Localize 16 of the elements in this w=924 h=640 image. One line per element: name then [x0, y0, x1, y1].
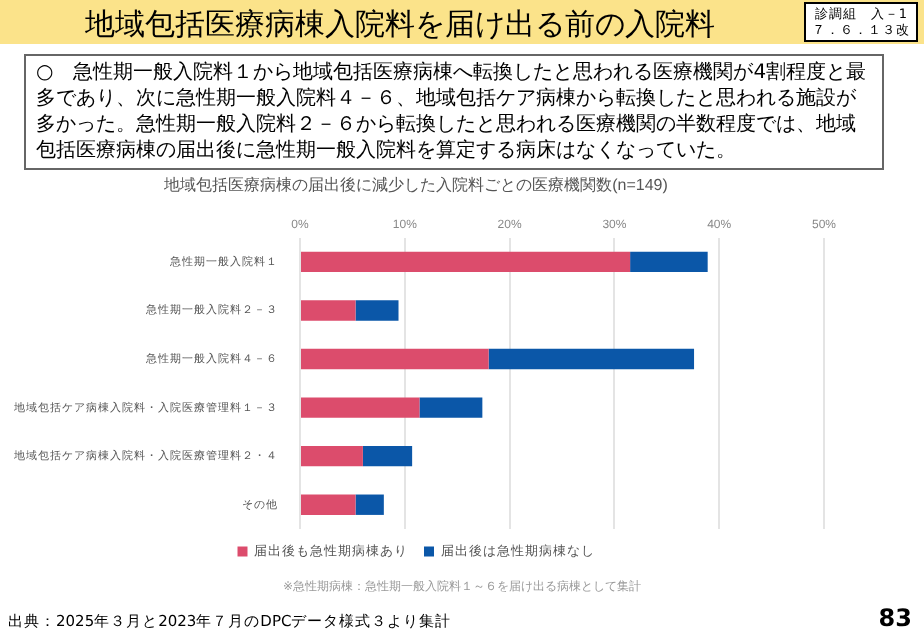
- bar: [301, 251, 631, 273]
- bar: [362, 445, 413, 467]
- text: 83: [878, 604, 912, 632]
- bar: [301, 445, 363, 467]
- bar: [301, 397, 420, 418]
- bar: [630, 251, 708, 273]
- text: ○ 急性期一般入院料１から地域包括医療病棟へ転換したと思われる医療機関が4割程度と最多であり、次に急性期一般入院料４－６、地域包括ケア病棟から転換したと思われる施設が多かった。急性期一般入院料２－６から転換したと思われる医療機関の半数程度では、地域包括医療病棟の届出後に急性期一般入院料を算定する病床はなくなっていた。: [24, 54, 884, 170]
- bar: [301, 348, 489, 370]
- bar: [355, 300, 399, 321]
- chart-title: 地域包括医療病棟入院料を届け出る前の入院料: [83, 6, 717, 44]
- chart-subtitle: 地域包括医療病棟の届出後に減少した入院料ごとの医療機関数(n=149): [162, 176, 669, 195]
- bar: [301, 494, 356, 515]
- bar: [355, 494, 384, 515]
- bar: [301, 300, 356, 321]
- bar: [419, 397, 483, 418]
- bar: [488, 348, 695, 370]
